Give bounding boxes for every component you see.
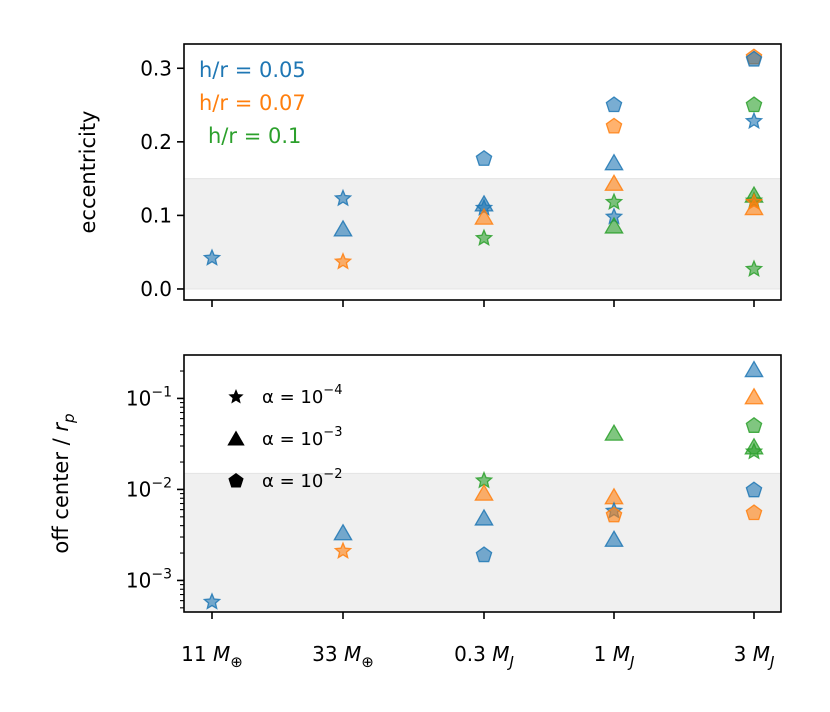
offc-point-17 bbox=[745, 481, 763, 498]
offc-point-10 bbox=[605, 506, 623, 523]
y-tick-label-bottom-0: 10−3 bbox=[126, 566, 172, 592]
ecc-point-7 bbox=[474, 207, 494, 225]
y-tick-label-bottom-1: 10−2 bbox=[126, 475, 172, 501]
ecc-point-0 bbox=[202, 248, 222, 266]
ecc-point-15 bbox=[604, 216, 624, 234]
axes-frame-top bbox=[183, 43, 782, 301]
ecc-point-8 bbox=[474, 228, 494, 247]
ecc-point-18 bbox=[745, 96, 763, 113]
ylabel-sub: p bbox=[60, 413, 78, 424]
ecc-point-23 bbox=[744, 198, 764, 216]
offc-point-16 bbox=[744, 441, 764, 460]
offc-point-1 bbox=[333, 523, 353, 541]
ecc-point-4 bbox=[475, 149, 493, 166]
offc-point-12 bbox=[744, 360, 764, 378]
ecc-point-24 bbox=[744, 259, 764, 277]
y-tick-label-top-3: 0.3 bbox=[140, 56, 172, 80]
ecc-point-12 bbox=[604, 173, 624, 191]
legend-marker-star bbox=[228, 389, 244, 404]
off-center-panel: 10−3 10−2 10−1 11 M⊕ 33 M⊕ 0.3 MJ 1 MJ 3 MJ of… bbox=[49, 354, 782, 671]
y-tick-label-top-0: 0.0 bbox=[140, 277, 172, 301]
ecc-point-11 bbox=[604, 153, 624, 171]
x-tick-label-1: 33 M⊕ bbox=[312, 642, 374, 671]
offc-point-13 bbox=[744, 387, 764, 405]
ecc-point-19 bbox=[744, 111, 764, 130]
marker-legend: α = 10−4 α = 10−3 α = 10−2 bbox=[227, 383, 342, 492]
x-tick-label-3: 1 MJ bbox=[594, 642, 635, 671]
x-tick-label-4: 3 MJ bbox=[734, 642, 775, 671]
offc-point-2 bbox=[333, 541, 353, 559]
eccentricity-panel: 0.00.10.20.3 eccentricity h/r = 0.05h/r … bbox=[76, 43, 782, 307]
color-legend: h/r = 0.05 h/r = 0.07 h/r = 0.1 bbox=[199, 58, 306, 148]
ecc-point-13 bbox=[604, 192, 624, 210]
legend-hr-2: h/r = 0.1 bbox=[208, 124, 301, 148]
offc-point-0 bbox=[202, 592, 222, 610]
offc-point-7 bbox=[604, 423, 624, 441]
y-tick-label-top-1: 0.1 bbox=[140, 203, 172, 227]
x-tick-label-0: 11 M⊕ bbox=[181, 642, 243, 671]
offc-point-4 bbox=[474, 483, 494, 501]
ylabel-var: r bbox=[49, 422, 73, 432]
legend-alpha-1: α = 10−3 bbox=[262, 425, 342, 450]
offc-point-6 bbox=[475, 546, 493, 563]
y-axis-label-off-center: off center / rp bbox=[49, 413, 78, 553]
legend-hr-1: h/r = 0.07 bbox=[199, 91, 306, 115]
ecc-point-17 bbox=[745, 50, 763, 67]
y-tick-label-top-2: 0.2 bbox=[140, 130, 172, 154]
legend-marker-pentagon bbox=[228, 473, 244, 488]
legend-alpha-2: α = 10−2 bbox=[262, 467, 342, 492]
ecc-point-3 bbox=[333, 252, 353, 270]
ecc-point-1 bbox=[333, 188, 353, 207]
x-ticks-top bbox=[211, 300, 755, 307]
offc-point-14 bbox=[745, 417, 763, 433]
legend-hr-0: h/r = 0.05 bbox=[199, 58, 306, 82]
y-ticks-top: 0.0 0.1 0.2 0.3 bbox=[140, 56, 184, 301]
legend-marker-triangle bbox=[227, 430, 245, 446]
offc-point-18 bbox=[745, 504, 763, 521]
off-center-points bbox=[202, 360, 764, 610]
ecc-point-10 bbox=[605, 117, 623, 134]
y-ticks-bottom: 10−3 10−2 10−1 bbox=[126, 370, 184, 609]
ecc-point-2 bbox=[333, 219, 353, 237]
ylabel-main: off center / bbox=[49, 432, 73, 554]
y-axis-label-eccentricity: eccentricity bbox=[76, 111, 100, 234]
legend-alpha-0: α = 10−4 bbox=[262, 383, 342, 408]
x-tick-label-2: 0.3 MJ bbox=[454, 642, 514, 671]
axes-frame-bottom bbox=[183, 354, 782, 613]
offc-point-5 bbox=[474, 508, 494, 526]
ecc-point-9 bbox=[605, 96, 623, 113]
eccentricity-points bbox=[202, 48, 764, 277]
x-ticks-bottom: 11 M⊕ 33 M⊕ 0.3 MJ 1 MJ 3 MJ bbox=[181, 612, 774, 671]
y-tick-label-bottom-2: 10−1 bbox=[126, 384, 172, 410]
offc-point-11 bbox=[604, 529, 624, 547]
